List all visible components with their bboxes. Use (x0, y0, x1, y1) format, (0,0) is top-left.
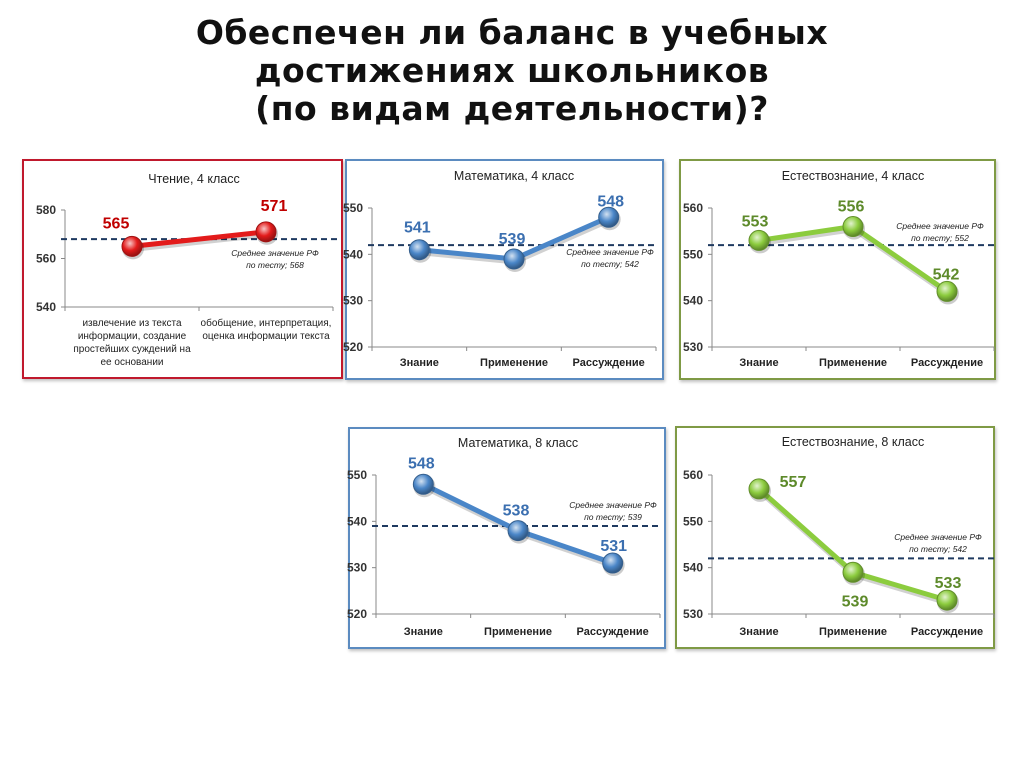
reference-label: Среднее значение РФ (894, 532, 982, 542)
reference-label: по тесту; 542 (581, 259, 639, 269)
y-tick-label: 540 (343, 247, 363, 261)
y-tick-label: 520 (343, 340, 363, 354)
y-tick-label: 520 (347, 607, 367, 621)
y-tick-label: 530 (683, 340, 703, 354)
y-tick-label: 560 (683, 468, 703, 482)
chart-title: Естествознание, 8 класс (782, 435, 924, 449)
data-label: 539 (499, 231, 526, 248)
data-label: 548 (408, 455, 435, 472)
y-tick-label: 530 (347, 561, 367, 575)
reference-label: по тесту; 542 (909, 544, 967, 554)
y-tick-label: 540 (347, 514, 367, 528)
y-tick-label: 560 (36, 252, 56, 266)
x-category-label: Применение (819, 626, 887, 638)
y-tick-label: 530 (343, 294, 363, 308)
data-point (602, 552, 624, 574)
x-category-label: Знание (400, 357, 439, 369)
data-label: 548 (597, 193, 624, 210)
x-category-label: оценка информации текста (202, 330, 330, 342)
chart-svg: Естествознание, 8 класс 530 540 550 560 Знани… (683, 435, 995, 638)
data-point (748, 478, 770, 500)
reference-label: по тесту; 539 (584, 512, 642, 522)
x-category-label: Знание (404, 626, 443, 638)
data-label: 541 (404, 220, 431, 237)
chart-panel: Чтение, 4 класс 540 560 580 извлечение из те… (22, 159, 343, 379)
chart-svg: Чтение, 4 класс 540 560 580 извлечение из те… (36, 172, 337, 368)
y-tick-label: 550 (683, 247, 703, 261)
x-category-label: Применение (819, 357, 887, 369)
data-point (408, 239, 430, 261)
data-label: 538 (503, 503, 530, 520)
x-category-label: Рассуждение (911, 626, 983, 638)
x-category-label: извлечение из текста (82, 318, 181, 329)
data-point (255, 221, 277, 243)
chart-svg: Естествознание, 4 класс 530 540 550 560 Знани… (683, 169, 995, 369)
data-label: 557 (780, 474, 807, 491)
x-category-label: Применение (480, 357, 548, 369)
data-point (748, 229, 770, 251)
y-tick-label: 540 (683, 294, 703, 308)
data-point (507, 520, 529, 542)
data-label: 553 (742, 213, 769, 230)
page-title: Обеспечен ли баланс в учебных достижения… (0, 14, 1024, 128)
y-tick-label: 550 (347, 468, 367, 482)
x-category-label: Знание (739, 357, 778, 369)
y-tick-label: 540 (36, 300, 56, 314)
x-category-label: обобщение, интерпретация, (201, 317, 332, 329)
data-point (936, 589, 958, 611)
chart-title: Математика, 8 класс (458, 436, 578, 450)
series-line-shadow (130, 232, 270, 252)
chart-panel: Естествознание, 8 класс 530 540 550 560 Знани… (675, 426, 995, 649)
page-title-line: Обеспечен ли баланс в учебных (195, 13, 829, 52)
x-category-label: Рассуждение (911, 357, 983, 369)
reference-label: по тесту; 568 (246, 260, 304, 270)
data-label: 565 (103, 215, 130, 232)
data-label: 533 (935, 575, 962, 592)
data-label: 531 (600, 538, 627, 555)
data-point (598, 206, 620, 228)
data-point (412, 473, 434, 495)
y-tick-label: 580 (36, 203, 56, 217)
reference-label: Среднее значение РФ (569, 500, 657, 510)
y-tick-label: 550 (343, 201, 363, 215)
chart-title: Математика, 4 класс (454, 169, 574, 183)
chart-panel: Математика, 4 класс 520 530 540 550 Знание При… (343, 159, 664, 380)
data-point (503, 248, 525, 270)
y-tick-label: 530 (683, 607, 703, 621)
page-title-line: достижениях школьников (254, 51, 770, 90)
chart-svg: Математика, 4 класс 520 530 540 550 Знание При… (343, 169, 657, 369)
data-label: 539 (842, 593, 869, 610)
chart-panel: Естествознание, 4 класс 530 540 550 560 Знани… (679, 159, 996, 380)
chart-panel: Математика, 8 класс 520 530 540 550 Знание При… (347, 427, 666, 649)
reference-label: Среднее значение РФ (231, 248, 319, 258)
reference-label: Среднее значение РФ (896, 221, 984, 231)
chart-svg: Математика, 8 класс 520 530 540 550 Знание При… (347, 436, 661, 638)
data-label: 542 (933, 266, 960, 283)
x-category-label: простейших суждений на (73, 344, 191, 355)
data-point (936, 280, 958, 302)
y-tick-label: 550 (683, 514, 703, 528)
series-line (129, 229, 269, 249)
x-category-label: Рассуждение (577, 626, 649, 638)
data-point (842, 561, 864, 583)
data-label: 571 (261, 198, 288, 215)
x-category-label: ее основании (100, 357, 163, 368)
y-tick-label: 560 (683, 201, 703, 215)
page-title-line: (по видам деятельности)? (255, 89, 769, 128)
data-label: 556 (838, 199, 865, 216)
y-tick-label: 540 (683, 561, 703, 575)
reference-label: по тесту; 552 (911, 233, 969, 243)
chart-title: Чтение, 4 класс (148, 172, 239, 186)
x-category-label: Знание (739, 626, 778, 638)
x-category-label: Рассуждение (573, 357, 645, 369)
x-category-label: информации, создание (78, 330, 187, 342)
x-category-label: Применение (484, 626, 552, 638)
data-point (121, 235, 143, 257)
data-point (842, 216, 864, 238)
reference-label: Среднее значение РФ (566, 247, 654, 257)
chart-title: Естествознание, 4 класс (782, 169, 924, 183)
